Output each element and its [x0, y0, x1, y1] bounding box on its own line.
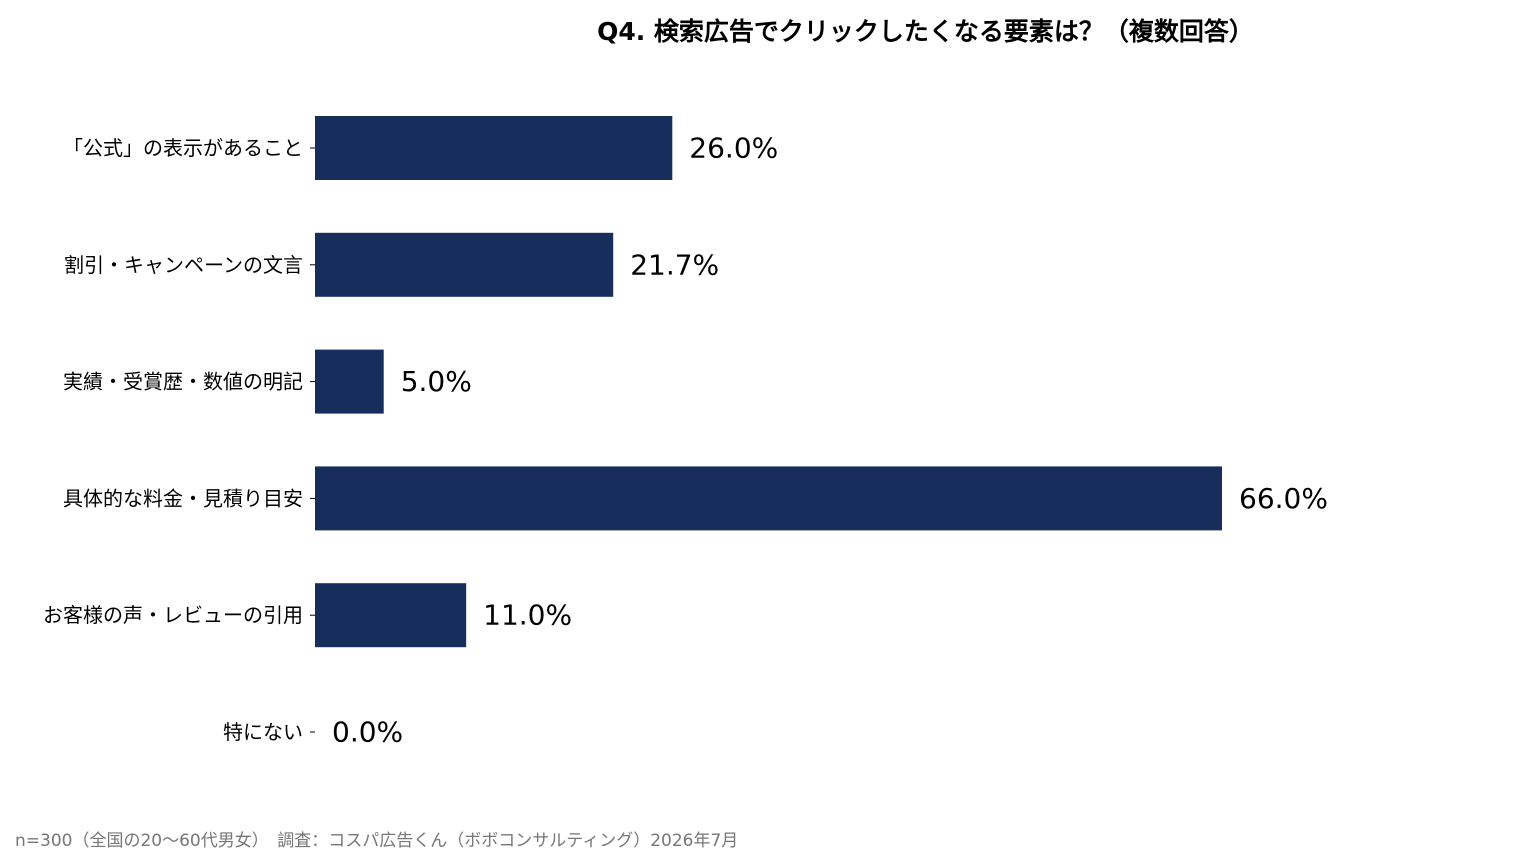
- category-label: 具体的な料金・見積り目安: [63, 486, 303, 510]
- bar: [315, 583, 467, 648]
- category-label: 特にない: [223, 720, 303, 744]
- value-label: 66.0%: [1239, 482, 1328, 515]
- bar: [315, 349, 384, 414]
- bar: [315, 116, 673, 180]
- value-label: 21.7%: [630, 248, 719, 281]
- value-label: 5.0%: [401, 365, 472, 398]
- category-label: 「公式」の表示があること: [63, 136, 303, 160]
- footnote: n=300（全国の20〜60代男女） 調査：コスパ広告くん（ボボコンサルティング…: [15, 831, 739, 851]
- category-label: 実績・受賞歴・数値の明記: [63, 370, 303, 394]
- value-label: 0.0%: [332, 716, 403, 749]
- category-label: 割引・キャンペーンの文言: [64, 253, 303, 277]
- chart-title: Q4. 検索広告でクリックしたくなる要素は？（複数回答）: [597, 17, 1254, 46]
- bar: [315, 232, 614, 297]
- category-label: お客様の声・レビューの引用: [43, 603, 303, 627]
- bar: [315, 466, 1222, 531]
- value-label: 11.0%: [483, 599, 572, 632]
- value-label: 26.0%: [689, 132, 778, 165]
